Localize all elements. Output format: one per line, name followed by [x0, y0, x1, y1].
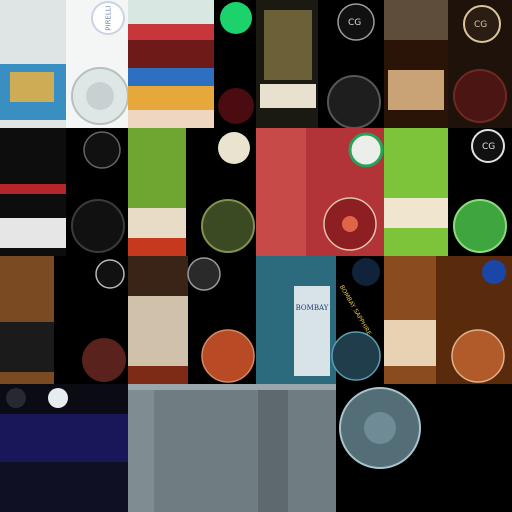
red-label-image: [256, 128, 384, 256]
green-bottle-image: [128, 128, 255, 256]
blue-gin-tile: BOMBAY BOMBAY SAPPHIRE: [256, 256, 384, 384]
brown-label-tile: [128, 256, 256, 384]
navy-label-image: [0, 384, 128, 512]
lime-bottle-tile: CG: [384, 128, 512, 256]
amber-whisky-image: [0, 256, 126, 384]
amber-whisky-tile: [0, 256, 128, 384]
cap-print-text: CG: [474, 20, 488, 30]
navy-label-tile: [0, 384, 128, 512]
clear-bottle-tile: PIRELLI: [0, 0, 128, 128]
cap-print-text: PIRELLI: [104, 5, 113, 31]
amber-bottle-image: [384, 256, 506, 384]
red-label-tile: [256, 128, 384, 256]
brown-label-image: [128, 256, 255, 384]
cap-print-text: CG: [348, 18, 362, 28]
glass-wall-tile: [128, 384, 336, 512]
clear-base-image: [339, 387, 421, 469]
green-bottle-tile: [128, 128, 256, 256]
brandy-bottle-image: [384, 0, 507, 128]
black-label-image: [0, 128, 125, 256]
festive-label-image: [128, 0, 254, 128]
whisky-bottle-image: [256, 0, 381, 128]
cap-print-text: CG: [482, 142, 496, 152]
brandy-bottle-tile: CG: [384, 0, 512, 128]
clear-base-tile: [336, 384, 512, 512]
clear-bottle-image: [0, 0, 128, 128]
glass-wall-image: [128, 384, 336, 512]
black-label-tile: [0, 128, 128, 256]
blue-gin-image: [256, 256, 381, 384]
festive-label-tile: [128, 0, 256, 128]
amber-bottle-tile: [384, 256, 512, 384]
whisky-bottle-tile: CG: [256, 0, 384, 128]
bottle-label-text: BOMBAY: [295, 304, 329, 312]
lime-bottle-image: [384, 128, 507, 256]
